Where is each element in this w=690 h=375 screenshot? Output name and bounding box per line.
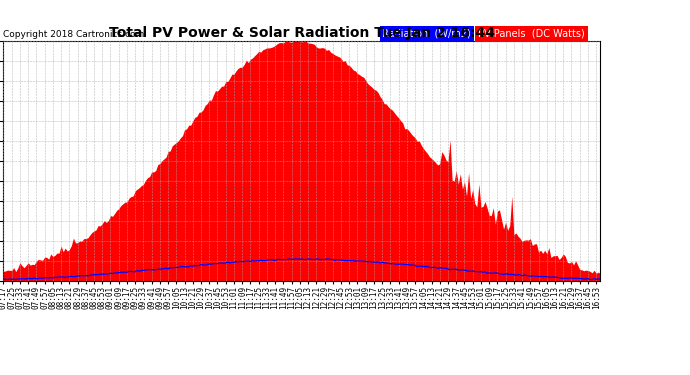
Title: Total PV Power & Solar Radiation Tue Jan 2 16:44: Total PV Power & Solar Radiation Tue Jan…: [109, 26, 495, 40]
Text: Copyright 2018 Cartronics.com: Copyright 2018 Cartronics.com: [3, 30, 145, 39]
Text: PV Panels  (DC Watts): PV Panels (DC Watts): [478, 29, 584, 39]
Text: Radiation  (W/m2): Radiation (W/m2): [382, 29, 471, 39]
